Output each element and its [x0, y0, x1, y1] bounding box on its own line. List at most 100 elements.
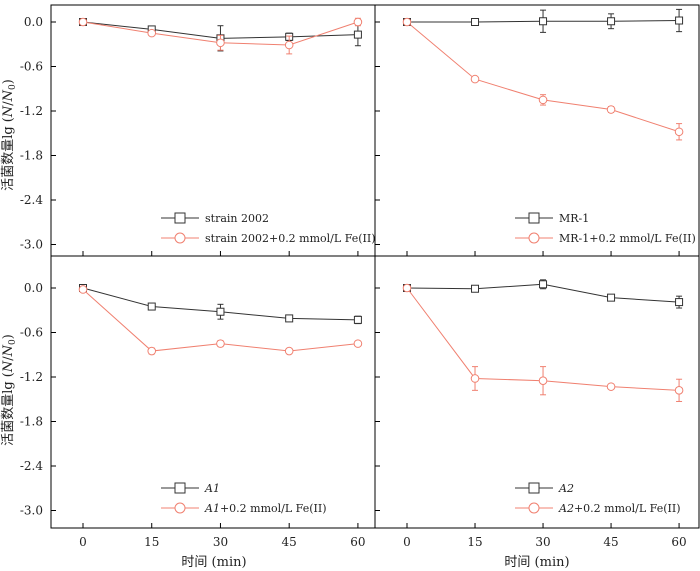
x-tick-label: 0	[79, 535, 87, 549]
legend-label-strain: A2	[558, 502, 574, 515]
data-point	[78, 285, 88, 294]
legend-entry: A2+0.2 mmol/L Fe(II)	[515, 502, 680, 515]
legend-entry: A1	[161, 482, 220, 495]
x-axis-label-left: 时间 (min)	[181, 555, 246, 570]
legend-entry: A1+0.2 mmol/L Fe(II)	[161, 502, 326, 515]
data-point	[674, 127, 684, 137]
data-point	[147, 346, 157, 356]
legend-marker	[174, 482, 186, 494]
legend-label: A1+0.2 mmol/L Fe(II)	[204, 502, 326, 515]
x-axis-label-right: 时间 (min)	[504, 555, 569, 570]
legend-label-strain: A1	[204, 502, 220, 515]
y-label-sub: 0	[8, 339, 18, 345]
x-tick-label: 0	[403, 535, 411, 549]
y-tick-label: -3.0	[20, 238, 43, 252]
legend-label-strain: A2	[558, 482, 574, 495]
y-axis-label-top: 活菌数量lg (N/N0)	[1, 79, 18, 191]
legend-entry: A2	[515, 482, 574, 495]
y-label-prefix: 活菌数量lg (	[1, 372, 16, 446]
legend-label-rest: +0.2 mmol/L Fe(II)	[220, 502, 327, 515]
x-tick-label: 60	[671, 535, 686, 549]
x-tick-label: 15	[144, 535, 159, 549]
y-tick-label: 0.0	[24, 281, 43, 295]
y-axis-label-bottom: 活菌数量lg (N/N0)	[1, 334, 18, 446]
data-point	[470, 74, 480, 84]
y-tick-label: -2.4	[20, 459, 44, 473]
legend-label: strain 2002	[205, 212, 269, 225]
data-point	[539, 17, 548, 26]
data-point	[402, 283, 412, 293]
legend-entry: strain 2002+0.2 mmol/L Fe(II)	[161, 232, 376, 245]
data-point	[539, 280, 548, 289]
data-point	[606, 105, 616, 114]
legend-label-strain: A1	[204, 482, 220, 495]
data-point	[470, 374, 480, 383]
legend-marker	[528, 232, 540, 244]
data-point	[147, 302, 156, 311]
x-tick-label: 60	[350, 535, 365, 549]
y-tick-label: -3.0	[20, 504, 43, 518]
data-point	[284, 346, 294, 356]
y-label-sub: 0	[8, 84, 18, 90]
data-point	[674, 386, 684, 395]
legend-marker	[174, 232, 186, 244]
panel-frame	[374, 255, 700, 529]
legend-label: A2+0.2 mmol/L Fe(II)	[558, 502, 680, 515]
x-tick-label: 15	[467, 535, 482, 549]
y-tick-label: -2.4	[20, 193, 44, 207]
data-point	[353, 30, 362, 39]
legend-marker	[174, 502, 186, 514]
y-label-n0: N	[1, 344, 16, 357]
legend-label-rest: +0.2 mmol/L Fe(II)	[574, 502, 681, 515]
data-point	[606, 382, 616, 391]
y-label-prefix: 活菌数量lg (	[1, 117, 16, 191]
data-point	[675, 16, 684, 25]
y-label-suffix: )	[1, 334, 16, 339]
data-point	[285, 314, 294, 323]
data-point	[147, 28, 157, 38]
data-point	[471, 284, 480, 293]
data-point	[675, 298, 684, 307]
legend-label: A1	[204, 482, 220, 495]
y-tick-label: -1.8	[20, 149, 43, 163]
panels: 0.0 -0.6 -1.2 -1.8 -2.4 -3.0 strain 2002 strain…	[20, 4, 700, 549]
y-label-n: N	[1, 360, 16, 373]
panel-2: MR-1 MR-1+0.2 mmol/L Fe(II)	[374, 4, 700, 257]
legend-label: strain 2002+0.2 mmol/L Fe(II)	[205, 232, 376, 245]
legend-marker	[174, 212, 186, 224]
panel-3: 0.0-0.6-1.2-1.8-2.4-3.00 15 30 45 60A1A1+0.2…	[20, 255, 376, 549]
legend-entry: strain 2002	[161, 212, 269, 225]
series-line	[406, 21, 680, 133]
data-point	[216, 307, 225, 316]
legend-marker	[528, 212, 540, 224]
data-point	[78, 17, 88, 27]
data-point	[471, 18, 480, 26]
y-tick-label: -0.6	[20, 60, 43, 74]
data-point	[353, 315, 362, 324]
x-tick-label: 45	[603, 535, 618, 549]
y-tick-label: -0.6	[20, 326, 43, 340]
y-tick-label: -1.2	[20, 104, 43, 118]
x-tick-label: 45	[282, 535, 297, 549]
legend-label: A2	[558, 482, 574, 495]
y-label-slash: /	[1, 101, 16, 106]
x-tick-label: 30	[213, 535, 228, 549]
y-tick-label: 0.0	[24, 15, 43, 29]
data-point	[538, 95, 548, 105]
data-point	[353, 339, 363, 348]
legend-entry: MR-1	[515, 212, 589, 225]
data-point	[216, 339, 225, 348]
data-point	[402, 17, 412, 27]
legend-label: MR-1	[559, 212, 589, 225]
y-label-suffix: )	[1, 79, 16, 84]
data-point	[607, 293, 616, 302]
data-point	[607, 17, 616, 26]
data-point	[353, 17, 363, 27]
panel-1: 0.0 -0.6 -1.2 -1.8 -2.4 -3.0 strain 2002 strain…	[20, 4, 376, 257]
legend-marker	[528, 482, 540, 494]
legend-marker	[528, 502, 540, 514]
y-label-slash: /	[1, 356, 16, 361]
x-tick-label: 30	[535, 535, 550, 549]
y-tick-label: -1.8	[20, 415, 43, 429]
